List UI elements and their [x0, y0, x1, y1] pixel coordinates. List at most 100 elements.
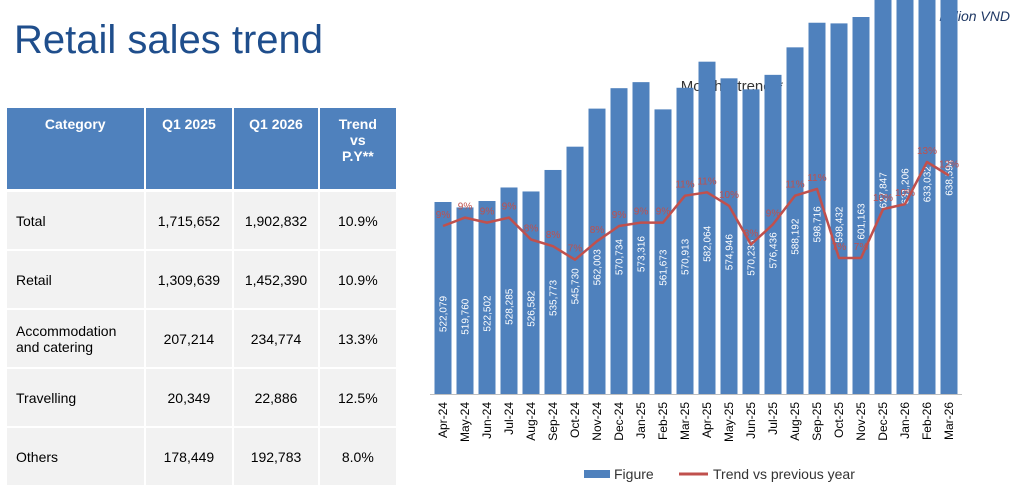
cell-category: Retail — [7, 251, 146, 310]
bar-value-label: 633,032 — [923, 166, 934, 203]
x-tick-label: Aug-25 — [788, 402, 802, 441]
bar — [610, 88, 628, 395]
x-tick-label: Feb-25 — [656, 402, 670, 440]
bar-value-label: 526,582 — [527, 290, 538, 327]
x-tick-label: Nov-25 — [854, 402, 868, 441]
bar — [632, 82, 650, 394]
bar — [808, 22, 826, 394]
cell-category: Others — [7, 428, 146, 487]
category-line: Travelling — [16, 389, 77, 406]
table-row: Others 178,449 192,783 8.0% — [7, 428, 396, 487]
x-tick-label: Oct-25 — [832, 402, 846, 438]
header-trend: Trend vs P.Y** — [319, 108, 396, 192]
bar-value-label: 574,946 — [725, 234, 736, 271]
header-q1-2026: Q1 2026 — [234, 108, 320, 192]
bar — [544, 169, 562, 394]
legend-label-trend: Trend vs previous year — [713, 466, 855, 482]
bar-value-label: 561,673 — [659, 249, 670, 286]
trend-line — [442, 160, 950, 261]
bar-value-label: 522,502 — [483, 295, 494, 332]
bar-value-label: 631,206 — [901, 168, 912, 205]
bar-value-label: 519,760 — [461, 298, 472, 335]
trend-value-label: 8% — [744, 229, 759, 240]
legend-label-figure: Figure — [614, 466, 654, 482]
x-tick-label: Feb-26 — [920, 402, 934, 440]
bar — [764, 74, 782, 395]
trend-value-label: 11% — [675, 180, 694, 191]
bar-value-label: 588,192 — [791, 218, 802, 255]
bar-value-label: 627,847 — [879, 172, 890, 209]
table-row: Accommodation and catering 207,214 234,77… — [7, 310, 396, 369]
x-tick-label: Apr-24 — [436, 402, 450, 438]
trend-value-label: 9% — [634, 207, 649, 218]
x-tick-label: Oct-24 — [568, 402, 582, 438]
bar-value-label: 570,734 — [615, 239, 626, 276]
table-header-row: Category Q1 2025 Q1 2026 Trend vs P.Y** — [7, 108, 396, 192]
category-line: Accommodation — [16, 322, 117, 339]
header-line: Q1 2026 — [249, 116, 303, 132]
bar-value-label: 562,003 — [593, 249, 604, 286]
trend-value-label: 8% — [524, 223, 539, 234]
bar-value-label: 638,594 — [945, 159, 956, 196]
trend-value-label: 13% — [917, 146, 937, 157]
trend-value-label: 9% — [436, 210, 451, 221]
bar — [896, 0, 914, 394]
bar — [434, 202, 452, 394]
header-line: Q1 2025 — [162, 116, 216, 132]
table-row: Total 1,715,652 1,902,832 10.9% — [7, 192, 396, 251]
cell-q1-2026: 234,774 — [234, 310, 320, 369]
x-tick-label: Sep-24 — [546, 402, 560, 441]
bar-value-label: 528,285 — [505, 288, 516, 325]
x-tick-label: May-25 — [722, 402, 736, 442]
bar — [786, 47, 804, 394]
cell-trend: 8.0% — [319, 428, 396, 487]
trend-value-label: 9% — [480, 207, 495, 218]
bar — [566, 146, 584, 394]
bar — [654, 109, 672, 395]
cell-trend: 10.9% — [319, 251, 396, 310]
trend-value-label: 8% — [546, 230, 561, 241]
trend-value-label: 10% — [873, 193, 893, 204]
bar — [478, 201, 496, 394]
trend-value-label: 9% — [612, 210, 627, 221]
bar-value-label: 570,913 — [681, 238, 692, 275]
category-line: and catering — [16, 338, 94, 355]
table-row: Travelling 20,349 22,886 12.5% — [7, 369, 396, 428]
x-tick-label: Jan-26 — [898, 402, 912, 439]
x-tick-label: Nov-24 — [590, 402, 604, 441]
bar — [720, 78, 738, 394]
x-tick-label: Sep-25 — [810, 402, 824, 441]
bar-value-label: 598,716 — [813, 206, 824, 243]
header-line: Trend — [338, 116, 377, 132]
bar — [698, 61, 716, 395]
header-line: vs — [350, 132, 366, 148]
header-line: Category — [44, 116, 106, 132]
trend-value-label: 11% — [785, 180, 804, 191]
x-tick-label: Dec-24 — [612, 402, 626, 441]
trend-value-label: 8% — [590, 225, 605, 236]
cell-q1-2025: 207,214 — [145, 310, 235, 369]
bar — [874, 0, 892, 395]
bar-value-label: 573,316 — [637, 236, 648, 273]
cell-q1-2025: 178,449 — [145, 428, 235, 487]
x-tick-label: Jun-25 — [744, 402, 758, 439]
cell-trend: 13.3% — [319, 310, 396, 369]
bar — [940, 0, 958, 395]
trend-value-label: 11% — [807, 173, 826, 184]
category-table: Category Q1 2025 Q1 2026 Trend vs P.Y** … — [7, 108, 396, 487]
x-tick-label: Jul-25 — [766, 402, 780, 435]
bar-value-label: 570,238 — [747, 239, 758, 276]
cell-q1-2025: 1,715,652 — [145, 192, 235, 251]
bar-value-label: 522,079 — [439, 295, 450, 332]
trend-value-label: 9% — [766, 208, 781, 219]
x-tick-label: Mar-26 — [942, 402, 956, 440]
trend-value-label: 11% — [697, 176, 716, 187]
table-row: Retail 1,309,639 1,452,390 10.9% — [7, 251, 396, 310]
bar — [676, 87, 694, 394]
header-q1-2025: Q1 2025 — [145, 108, 235, 192]
bar-value-label: 601,163 — [857, 203, 868, 240]
x-tick-label: Mar-25 — [678, 402, 692, 440]
trend-value-label: 7% — [568, 244, 583, 255]
bar-value-label: 545,730 — [571, 268, 582, 305]
